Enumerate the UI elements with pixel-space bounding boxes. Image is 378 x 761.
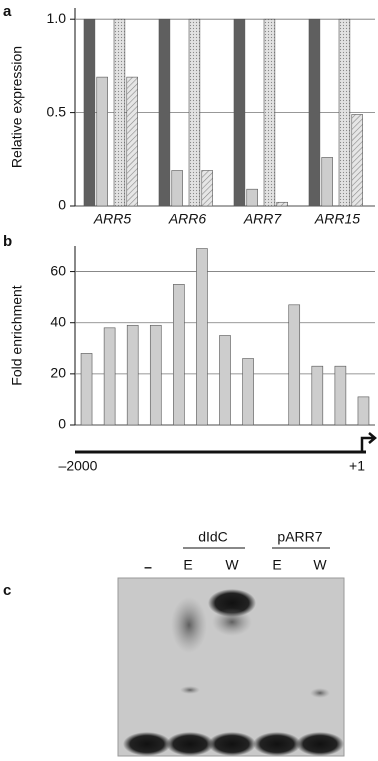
bar bbox=[335, 366, 346, 425]
bar bbox=[247, 189, 258, 206]
y-axis-title: Relative expression bbox=[9, 46, 25, 168]
bar bbox=[202, 171, 213, 206]
bar bbox=[234, 19, 245, 206]
lane-label: W bbox=[313, 557, 327, 573]
bar bbox=[173, 284, 184, 425]
bar bbox=[127, 77, 138, 206]
bar bbox=[127, 325, 138, 425]
bar bbox=[289, 305, 300, 425]
lane-label: W bbox=[225, 557, 239, 573]
bar bbox=[309, 19, 320, 206]
x-tick-label: ARR7 bbox=[243, 211, 283, 227]
panel-label: a bbox=[3, 3, 12, 20]
position-label: +1 bbox=[349, 458, 365, 474]
x-tick-label: ARR5 bbox=[93, 211, 132, 227]
y-axis-title: Fold enrichment bbox=[9, 285, 25, 385]
bar bbox=[172, 171, 183, 206]
x-tick-label: ARR6 bbox=[168, 211, 207, 227]
bar bbox=[196, 249, 207, 425]
lane-label: E bbox=[183, 557, 192, 573]
bar bbox=[84, 19, 95, 206]
y-tick-label: 0 bbox=[58, 197, 66, 213]
bar bbox=[358, 397, 369, 425]
bar bbox=[150, 325, 161, 425]
y-tick-label: 1.0 bbox=[47, 10, 67, 26]
position-label: –2000 bbox=[59, 458, 98, 474]
bar bbox=[81, 353, 92, 425]
y-tick-label: 0.5 bbox=[47, 103, 67, 119]
bar bbox=[114, 19, 125, 206]
y-tick-label: 40 bbox=[50, 313, 66, 329]
bar bbox=[104, 328, 115, 425]
bar bbox=[159, 19, 170, 206]
bar bbox=[220, 336, 231, 426]
lane-label: – bbox=[144, 559, 152, 575]
bar bbox=[322, 157, 333, 206]
y-tick-label: 20 bbox=[50, 365, 66, 381]
bar bbox=[243, 359, 254, 425]
figure: a b * –2000 +1 c dIdC pARR7 – E W E W Re… bbox=[0, 0, 378, 761]
bar bbox=[97, 77, 108, 206]
bar bbox=[339, 19, 350, 206]
panel-label: c bbox=[3, 582, 11, 599]
y-tick-label: 60 bbox=[50, 262, 66, 278]
panel-label: b bbox=[3, 233, 12, 250]
bar bbox=[264, 19, 275, 206]
bar bbox=[189, 19, 200, 206]
lane-label: E bbox=[272, 557, 281, 573]
x-tick-label: ARR15 bbox=[314, 211, 360, 227]
bar bbox=[312, 366, 323, 425]
gel bbox=[118, 578, 344, 756]
group-label: pARR7 bbox=[277, 529, 322, 545]
group-label: dIdC bbox=[198, 529, 228, 545]
tss-arrow bbox=[362, 433, 375, 452]
bar bbox=[277, 202, 288, 206]
bar bbox=[352, 114, 363, 206]
y-tick-label: 0 bbox=[58, 416, 66, 432]
